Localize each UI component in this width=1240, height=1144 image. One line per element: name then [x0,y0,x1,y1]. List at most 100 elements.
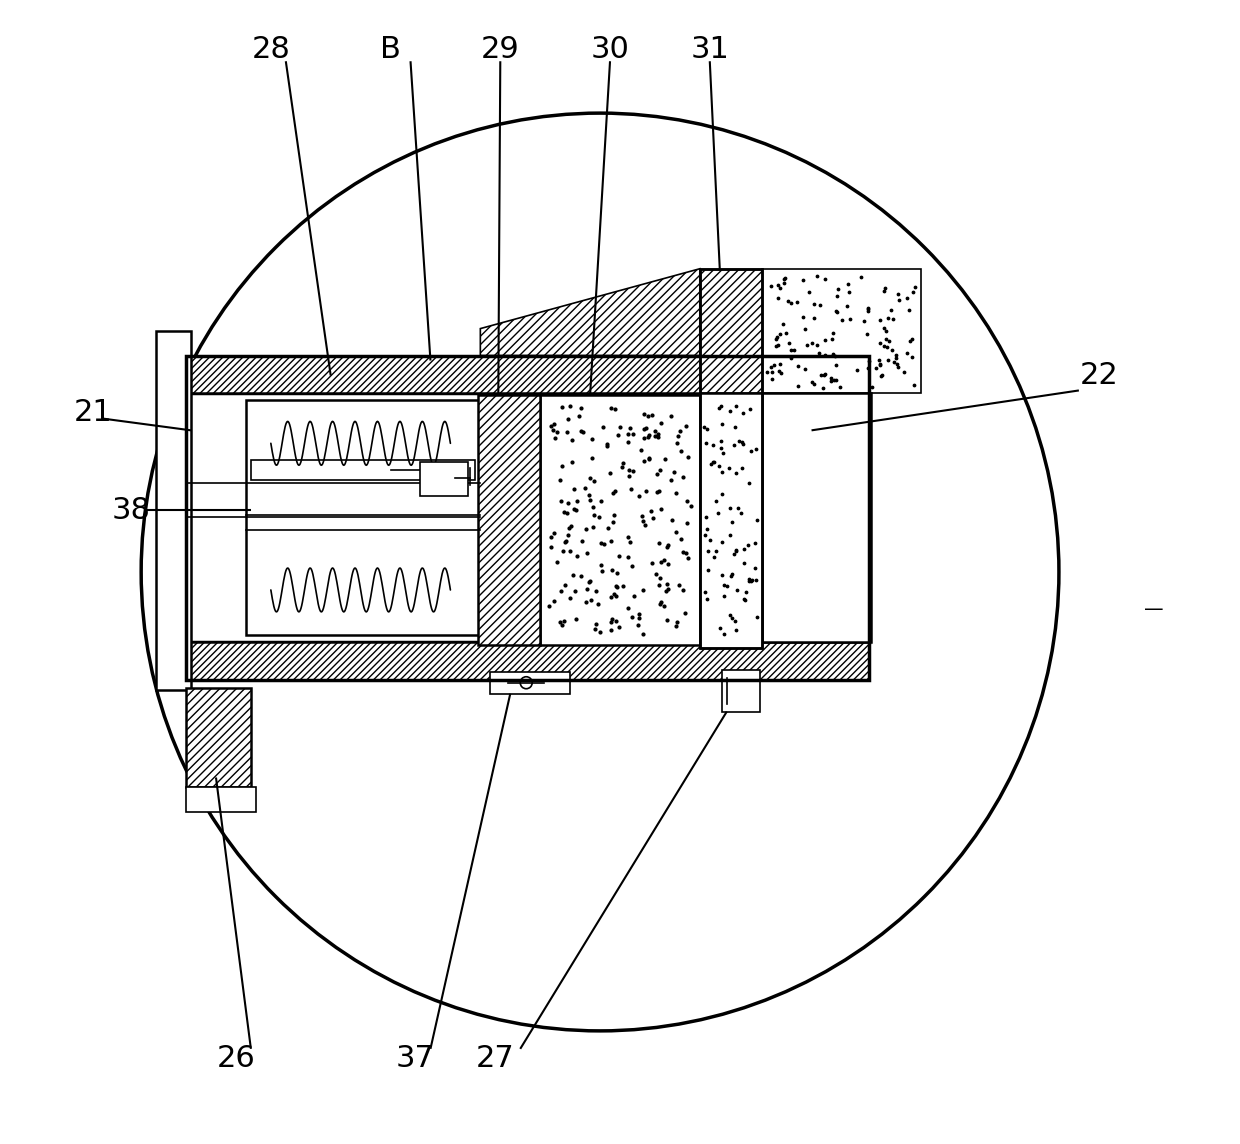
Bar [250,460,475,480]
Point [837,297,857,316]
Point [590,623,610,642]
Point [813,366,833,384]
Point [735,590,755,609]
Point [655,450,675,468]
Point [727,581,746,599]
Point [787,357,807,375]
Point [646,565,666,583]
Point [552,456,572,475]
Point [725,418,745,436]
Point [858,359,878,378]
Point [657,538,677,556]
Point [887,355,906,373]
Point [558,494,578,513]
Point [657,555,677,573]
Point [858,302,878,320]
Bar [722,669,760,712]
Point [870,355,890,373]
Point [722,609,742,627]
Point [768,289,787,308]
Bar [761,269,921,394]
Point [650,575,670,594]
Point [748,607,768,626]
Point [583,448,603,467]
Bar [186,688,250,787]
Point [769,276,789,294]
Point [720,606,740,625]
Text: B: B [381,34,401,64]
Point [630,610,650,628]
Point [719,459,739,477]
Point [551,581,570,599]
Point [573,423,593,442]
Point [899,301,919,319]
Point [639,406,658,424]
Point [647,464,667,483]
Point [794,271,813,289]
Point [877,323,897,341]
Point [827,280,847,299]
Point [711,439,730,458]
Bar [186,356,869,394]
Bar [490,672,570,693]
Point [606,577,626,595]
Point [763,370,782,388]
Point [601,588,621,606]
Point [746,511,766,530]
Point [897,344,916,363]
Point [821,372,841,390]
Point [646,422,666,440]
Point [678,549,698,567]
Point [554,612,574,630]
Point [904,375,924,394]
Bar [186,356,869,680]
Point [618,424,637,443]
Point [696,508,715,526]
Point [698,541,718,559]
Point [635,516,655,534]
Point [785,341,805,359]
Point [667,435,687,453]
Point [666,523,686,541]
Bar [186,787,255,812]
Point [557,422,577,440]
Point [872,367,892,386]
Point [677,515,697,533]
Point [758,363,777,381]
Point [738,535,758,554]
Point [658,580,678,598]
Point [673,543,693,562]
Point [591,492,611,510]
Point [569,407,589,426]
Point [584,506,604,524]
Point [776,324,796,342]
Point [734,589,754,607]
Point [728,499,748,517]
Point [812,380,832,398]
Point [889,285,909,303]
Point [723,513,743,531]
Point [629,615,649,634]
Point [631,440,651,459]
Text: 31: 31 [691,34,729,64]
Point [651,414,671,432]
Point [639,428,658,446]
Point [557,503,577,522]
Point [761,358,781,376]
Point [781,294,801,312]
Point [735,583,755,602]
Text: 22: 22 [1080,362,1118,390]
Point [663,463,683,482]
Point [562,517,582,535]
Point [544,524,564,542]
Point [827,303,847,321]
Point [589,508,609,526]
Text: 30: 30 [590,34,630,64]
Point [598,519,618,538]
Point [668,577,688,595]
Point [696,583,715,602]
Point [863,378,883,396]
Point [874,337,894,356]
Point [742,571,761,589]
Point [870,356,890,374]
